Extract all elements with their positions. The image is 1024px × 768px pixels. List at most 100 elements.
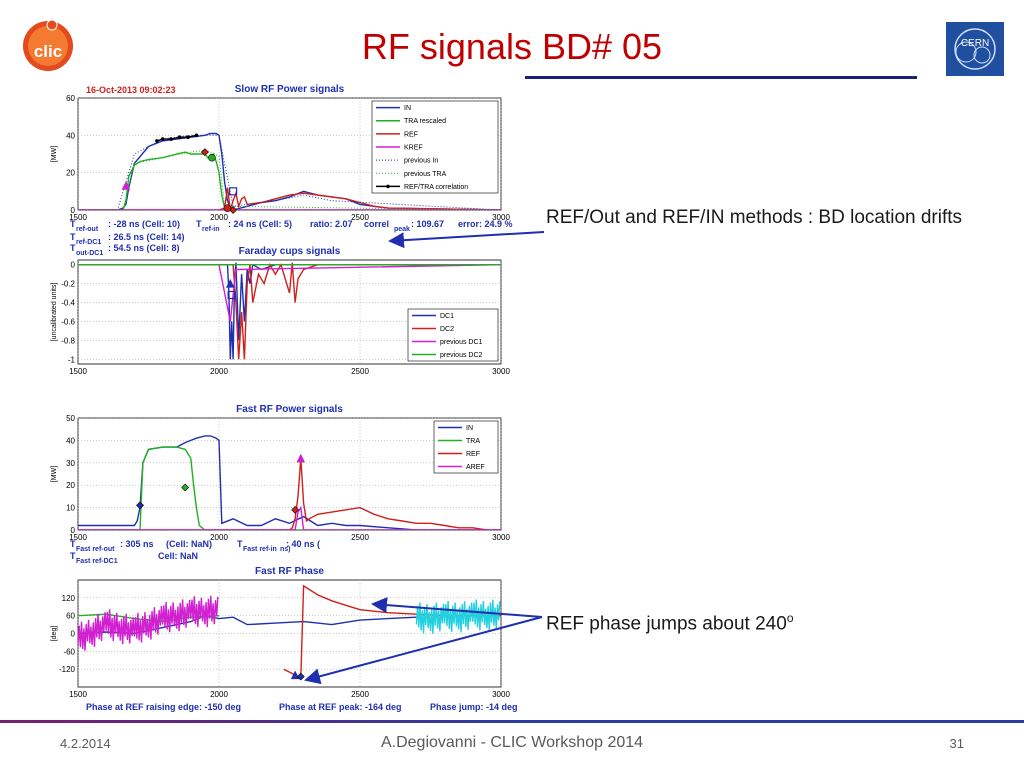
fast-plot-area bbox=[77, 417, 502, 531]
callout-bd-location: REF/Out and REF/IN methods : BD location… bbox=[546, 207, 963, 228]
t-ref-in-sub: ref-in bbox=[202, 226, 220, 233]
faraday-ytick-label-5: -1 bbox=[68, 355, 76, 364]
fast-xtick-label-0: 1500 bbox=[69, 533, 87, 542]
phase-chart-title: Fast RF Phase bbox=[255, 566, 324, 577]
ratio-value: ratio: 2.07 bbox=[310, 219, 353, 229]
slow-series-6-point-1 bbox=[160, 137, 165, 141]
faraday-ytick-label-1: -0.2 bbox=[61, 280, 75, 289]
fast-legend-label-0: IN bbox=[466, 425, 473, 432]
fast-ytick-label-4: 40 bbox=[66, 436, 75, 445]
slow-xtick-label-3: 3000 bbox=[492, 213, 510, 222]
t-out-dc1-sub: out-DC1 bbox=[76, 250, 103, 257]
phase-ytick-label-0: 120 bbox=[62, 594, 76, 603]
t-ref-in-prefix: T bbox=[196, 219, 202, 229]
fast-ytick-label-5: 50 bbox=[66, 414, 75, 423]
fast-rf-phase-panel: Fast RF Phase 1500 2000 2500 3000 120 60 0 -60 -1… bbox=[51, 566, 510, 699]
slow-series-group bbox=[78, 132, 501, 210]
phase-stats-row: Phase at REF raising edge: -150 deg Phas… bbox=[86, 702, 518, 712]
faraday-series-0 bbox=[78, 262, 501, 360]
t-fast-ref-out-cell: (Cell: NaN) bbox=[166, 539, 212, 549]
slow-xtick-label-2: 2500 bbox=[351, 213, 369, 222]
t-out-dc1-prefix: T bbox=[70, 243, 76, 253]
clic-logo: clic bbox=[18, 14, 78, 74]
phase-raising-edge: Phase at REF raising edge: -150 deg bbox=[86, 702, 241, 712]
t-fast-ref-in-prefix: T bbox=[237, 539, 243, 549]
slow-marker-5 bbox=[223, 204, 232, 212]
fast-ytick-label-2: 20 bbox=[66, 481, 75, 490]
fast-xtick-label-3: 3000 bbox=[492, 533, 510, 542]
fast-series-1 bbox=[78, 446, 501, 530]
t-ref-dc1-prefix: T bbox=[70, 232, 76, 242]
slow-legend-dot-6 bbox=[386, 184, 390, 189]
slow-series-4 bbox=[78, 134, 501, 210]
faraday-legend-label-2: previous DC1 bbox=[440, 339, 483, 346]
slow-marker-3 bbox=[229, 187, 238, 196]
slow-ytick-label-0: 0 bbox=[71, 206, 76, 215]
slow-series-6-point-2 bbox=[169, 137, 173, 141]
slow-legend-label-1: TRA rescaled bbox=[404, 118, 446, 125]
phase-xtick-label-0: 1500 bbox=[69, 690, 87, 699]
faraday-legend-label-1: DC2 bbox=[440, 326, 454, 333]
slow-ytick-label-2: 40 bbox=[66, 131, 75, 140]
timestamp: 16-Oct-2013 09:02:23 bbox=[86, 85, 176, 95]
slow-series-5 bbox=[78, 149, 501, 210]
phase-series-2 bbox=[78, 595, 219, 651]
fast-marker-3 bbox=[296, 453, 306, 463]
faraday-ytick-label-0: 0 bbox=[71, 261, 76, 270]
slow-legend-label-3: KREF bbox=[404, 145, 423, 152]
t-ref-out-prefix: T bbox=[70, 219, 76, 229]
fast-ytick-label-1: 10 bbox=[66, 504, 75, 513]
t-ref-dc1-value: : 26.5 ns (Cell: 14) bbox=[108, 232, 185, 242]
slow-xtick-label-1: 2000 bbox=[210, 213, 228, 222]
slow-marker-0 bbox=[121, 181, 131, 190]
t-out-dc1-value: : 54.5 ns (Cell: 8) bbox=[108, 243, 180, 253]
t-ref-dc1-sub: ref-DC1 bbox=[76, 239, 101, 246]
phase-ytick-label-3: -60 bbox=[63, 647, 75, 656]
fast-stats-row: T Fast ref-out : 305 ns (Cell: NaN) T Fa… bbox=[70, 539, 320, 565]
footer-line bbox=[0, 720, 1024, 723]
phase-ylabel: [deg] bbox=[51, 626, 58, 642]
faraday-series-group bbox=[78, 262, 501, 360]
callout-phase-text: REF phase jumps about 240 bbox=[546, 613, 787, 635]
phase-ytick-label-1: 60 bbox=[66, 612, 75, 621]
phase-marker-0 bbox=[290, 670, 300, 680]
cern-logo-text: CERN bbox=[961, 38, 989, 49]
phase-ytick-label-2: 0 bbox=[71, 630, 76, 639]
cern-logo-icon: CERN bbox=[954, 28, 996, 70]
fast-xtick-label-2: 2500 bbox=[351, 533, 369, 542]
phase-ref-peak: Phase at REF peak: -164 deg bbox=[279, 702, 402, 712]
fast-ytick-label-3: 30 bbox=[66, 459, 75, 468]
slow-legend-label-2: REF bbox=[404, 131, 418, 138]
faraday-ylabel: [uncalibrated units] bbox=[51, 283, 58, 342]
slow-legend-label-0: IN bbox=[404, 105, 411, 112]
phase-xtick-label-1: 2000 bbox=[210, 690, 228, 699]
faraday-xtick-label-0: 1500 bbox=[69, 367, 87, 376]
t-fast-ref-in-value: : 40 ns ( bbox=[286, 539, 320, 549]
t-fast-ref-in-tail: ns) bbox=[280, 546, 291, 553]
clic-logo-icon: clic bbox=[23, 19, 73, 71]
phase-jump: Phase jump: -14 deg bbox=[430, 702, 518, 712]
slow-marker-2 bbox=[208, 153, 216, 162]
correl-label: correl bbox=[364, 219, 389, 229]
slow-series-6-point-3 bbox=[177, 135, 182, 139]
t-fast-ref-in-sub: Fast ref-in bbox=[243, 546, 277, 553]
t-ref-in-value: : 24 ns (Cell: 5) bbox=[228, 219, 292, 229]
title-underline bbox=[525, 76, 917, 79]
faraday-ytick-label-3: -0.6 bbox=[61, 317, 75, 326]
faraday-legend-label-3: previous DC2 bbox=[440, 352, 483, 359]
slow-series-6-point-4 bbox=[186, 135, 190, 139]
slow-stats-row: T ref-out : -28 ns (Cell: 10) T ref-in :… bbox=[70, 219, 513, 257]
fast-series-group bbox=[78, 435, 501, 530]
phase-xtick-label-2: 2500 bbox=[351, 690, 369, 699]
faraday-ytick-label-2: -0.4 bbox=[61, 299, 75, 308]
t-fast-ref-out-sub: Fast ref-out bbox=[76, 546, 115, 553]
phase-ytick-label-4: -120 bbox=[59, 665, 76, 674]
t-fast-ref-out-prefix: T bbox=[70, 539, 76, 549]
faraday-legend bbox=[407, 308, 499, 362]
page-number: 31 bbox=[949, 736, 964, 751]
slow-legend-label-4: previous In bbox=[404, 158, 438, 165]
slow-chart-title: Slow RF Power signals bbox=[235, 84, 345, 95]
correl-peak-value: : 109.67 bbox=[411, 219, 444, 229]
fast-series-3 bbox=[78, 505, 501, 530]
error-value: error: 24.9 % bbox=[458, 219, 513, 229]
